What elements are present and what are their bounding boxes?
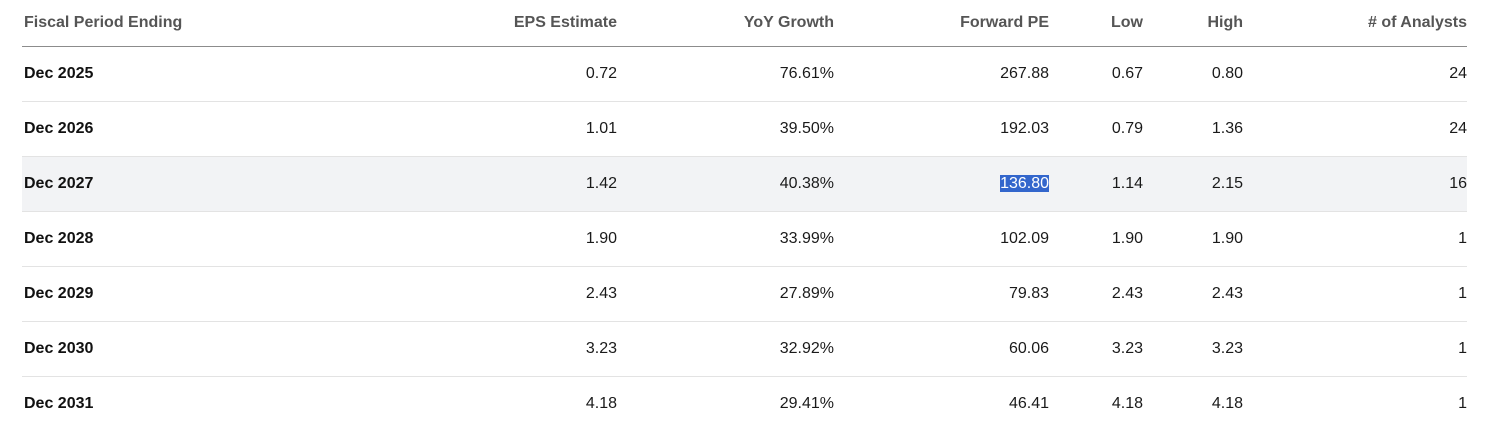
cell-low: 2.43 xyxy=(1049,266,1143,322)
cell-eps-estimate: 1.42 xyxy=(322,156,617,212)
earnings-estimates-table: Fiscal Period Ending EPS Estimate YoY Gr… xyxy=(22,0,1467,431)
cell-low: 3.23 xyxy=(1049,321,1143,377)
cell-high: 2.43 xyxy=(1143,266,1243,322)
cell-number-of-analysts: 24 xyxy=(1243,101,1467,157)
cell-eps-estimate: 4.18 xyxy=(585,394,617,412)
cell-high: 3.23 xyxy=(1143,321,1243,377)
cell-low: 4.18 xyxy=(1111,394,1143,412)
cell-forward-pe: 136.80 xyxy=(834,156,1049,212)
cell-fiscal-period: Dec 2025 xyxy=(22,46,322,102)
cell-fiscal-period: Dec 2031 xyxy=(24,394,94,412)
header-yoy-growth[interactable]: YoY Growth xyxy=(617,0,834,47)
cell-high: 4.18 xyxy=(1211,394,1243,412)
cell-forward-pe: 192.03 xyxy=(834,101,1049,157)
table-row[interactable]: Dec 2025 0.72 76.61% 267.88 0.67 0.80 24 xyxy=(22,46,1467,102)
cell-fiscal-period: Dec 2030 xyxy=(22,321,322,377)
cell-yoy-growth: 29.41% xyxy=(779,394,834,412)
cell-low: 1.90 xyxy=(1049,211,1143,267)
cell-high: 1.90 xyxy=(1143,211,1243,267)
cell-high: 0.80 xyxy=(1143,46,1243,102)
cell-fiscal-period: Dec 2027 xyxy=(22,156,322,212)
cell-eps-estimate: 1.90 xyxy=(322,211,617,267)
header-fiscal-period-ending[interactable]: Fiscal Period Ending xyxy=(22,0,322,47)
cell-forward-pe: 46.41 xyxy=(1008,394,1049,412)
cell-yoy-growth: 32.92% xyxy=(617,321,834,377)
table-row[interactable]: Dec 2028 1.90 33.99% 102.09 1.90 1.90 1 xyxy=(22,211,1467,267)
cell-yoy-growth: 39.50% xyxy=(617,101,834,157)
header-row: Fiscal Period Ending EPS Estimate YoY Gr… xyxy=(22,0,1467,47)
selected-text: 136.80 xyxy=(1000,174,1049,192)
header-eps-estimate[interactable]: EPS Estimate xyxy=(322,0,617,47)
cell-low: 0.79 xyxy=(1049,101,1143,157)
cell-fiscal-period: Dec 2026 xyxy=(22,101,322,157)
cell-eps-estimate: 0.72 xyxy=(322,46,617,102)
cell-low: 1.14 xyxy=(1049,156,1143,212)
cell-yoy-growth: 40.38% xyxy=(617,156,834,212)
cell-forward-pe: 102.09 xyxy=(834,211,1049,267)
cell-number-of-analysts: 24 xyxy=(1243,46,1467,102)
cell-yoy-growth: 76.61% xyxy=(617,46,834,102)
cell-number-of-analysts: 1 xyxy=(1458,394,1467,412)
cell-yoy-growth: 27.89% xyxy=(617,266,834,322)
table-body: Dec 2025 0.72 76.61% 267.88 0.67 0.80 24 Dec 20… xyxy=(22,46,1467,431)
header-number-of-analysts[interactable]: # of Analysts xyxy=(1243,0,1467,47)
earnings-estimates-table-container: Fiscal Period Ending EPS Estimate YoY Gr… xyxy=(22,0,1467,431)
table-row[interactable]: Dec 2026 1.01 39.50% 192.03 0.79 1.36 24 xyxy=(22,101,1467,157)
table-row[interactable]: Dec 2029 2.43 27.89% 79.83 2.43 2.43 1 xyxy=(22,266,1467,322)
table-row[interactable]: Dec 2030 3.23 32.92% 60.06 3.23 3.23 1 xyxy=(22,321,1467,377)
header-forward-pe[interactable]: Forward PE xyxy=(834,0,1049,47)
cell-forward-pe: 267.88 xyxy=(834,46,1049,102)
cell-eps-estimate: 1.01 xyxy=(322,101,617,157)
cell-fiscal-period: Dec 2029 xyxy=(22,266,322,322)
cell-forward-pe: 79.83 xyxy=(834,266,1049,322)
cell-yoy-growth: 33.99% xyxy=(617,211,834,267)
table-row[interactable]: Dec 2031 4.18 29.41% 46.41 4.18 4.18 1 xyxy=(22,376,1467,431)
cell-number-of-analysts: 1 xyxy=(1243,266,1467,322)
cell-fiscal-period: Dec 2028 xyxy=(22,211,322,267)
header-low[interactable]: Low xyxy=(1049,0,1143,47)
cell-eps-estimate: 2.43 xyxy=(322,266,617,322)
cell-number-of-analysts: 16 xyxy=(1243,156,1467,212)
cell-eps-estimate: 3.23 xyxy=(322,321,617,377)
header-high[interactable]: High xyxy=(1143,0,1243,47)
cell-high: 2.15 xyxy=(1143,156,1243,212)
cell-high: 1.36 xyxy=(1143,101,1243,157)
cell-low: 0.67 xyxy=(1049,46,1143,102)
cell-number-of-analysts: 1 xyxy=(1243,211,1467,267)
table-header: Fiscal Period Ending EPS Estimate YoY Gr… xyxy=(22,0,1467,47)
cell-number-of-analysts: 1 xyxy=(1243,321,1467,377)
cell-forward-pe: 60.06 xyxy=(834,321,1049,377)
table-row[interactable]: Dec 2027 1.42 40.38% 136.80 1.14 2.15 16 xyxy=(22,156,1467,212)
